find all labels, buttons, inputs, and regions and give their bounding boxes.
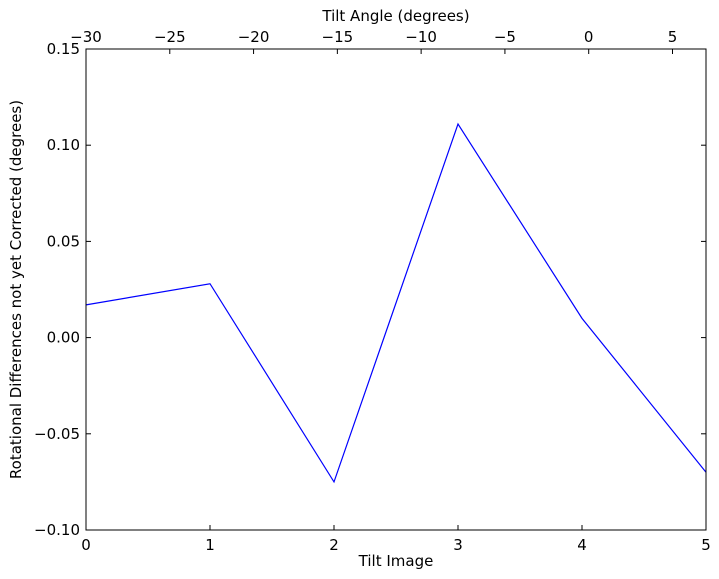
x2-tick-label: 0 <box>584 28 594 46</box>
x-tick-label: 0 <box>81 536 91 554</box>
x2-axis-label: Tilt Angle (degrees) <box>321 7 469 25</box>
x-tick-label: 5 <box>701 536 711 554</box>
x-tick-label: 2 <box>329 536 339 554</box>
y-tick-label: −0.10 <box>34 521 80 539</box>
series-line <box>85 122 707 484</box>
x2-tick-label: −20 <box>238 28 270 46</box>
x2-tick-label: −15 <box>322 28 354 46</box>
x-axis-label: Tilt Image <box>358 552 434 570</box>
x2-tick-label: 5 <box>668 28 678 46</box>
y-tick-label: 0.00 <box>47 329 80 347</box>
y-tick-label: −0.05 <box>34 425 80 443</box>
x-tick-label: 4 <box>577 536 587 554</box>
y-tick-label: 0.05 <box>47 232 80 250</box>
y-tick-label: 0.10 <box>47 136 80 154</box>
x2-tick-label: −30 <box>70 28 102 46</box>
y-tick-label: 0.15 <box>47 40 80 58</box>
x2-tick-label: −5 <box>494 28 516 46</box>
y-axis-label: Rotational Differences not yet Corrected… <box>7 100 25 479</box>
plot-frame <box>85 48 707 531</box>
x2-tick-label: −25 <box>154 28 186 46</box>
x2-tick-label: −10 <box>405 28 437 46</box>
x-tick-label: 1 <box>205 536 215 554</box>
plot-area <box>86 49 706 530</box>
x-tick-label: 3 <box>453 536 463 554</box>
